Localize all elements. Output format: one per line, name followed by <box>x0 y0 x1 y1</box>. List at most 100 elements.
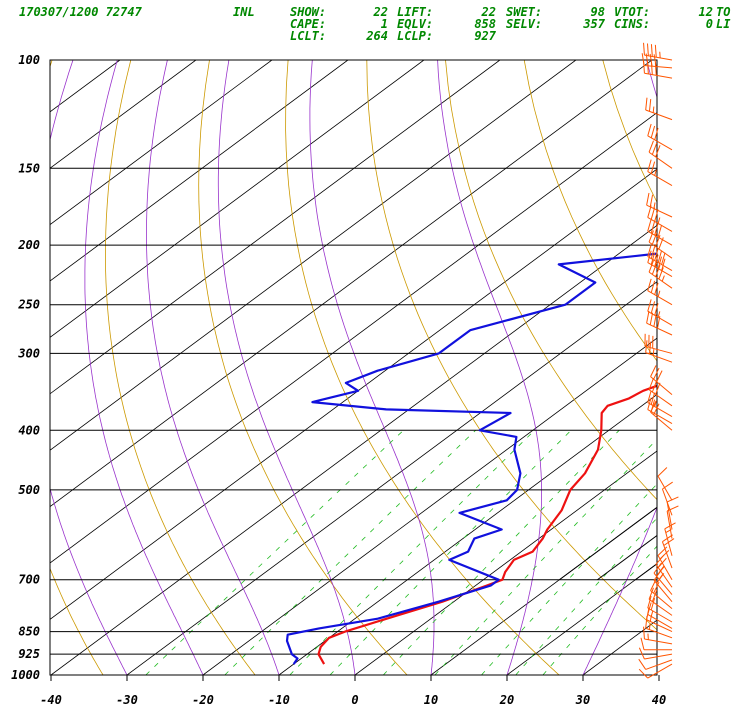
wind-barb-flag <box>638 647 645 660</box>
moist-adiabat-line <box>437 60 542 675</box>
wind-barb-flag <box>648 230 654 243</box>
pressure-tick-label: 300 <box>17 346 40 360</box>
wind-barb-half-flag <box>665 529 672 534</box>
wind-barb-shaft <box>647 135 673 151</box>
wind-barb-flag <box>653 562 662 574</box>
dry-adiabat-line <box>366 60 657 631</box>
isotherm-line <box>354 450 657 675</box>
lclt-value: 264 <box>366 29 388 43</box>
wind-barb-flag <box>643 42 645 56</box>
pressure-tick-label: 500 <box>18 483 40 497</box>
wind-barb-shaft <box>650 411 673 431</box>
wind-barb-half-flag <box>654 169 657 176</box>
wind-barb-shaft <box>644 653 673 660</box>
wind-barb-flag <box>657 250 663 263</box>
wind-barb-shaft <box>647 217 673 232</box>
wind-barb <box>638 663 673 679</box>
lclt-label: LCLT: <box>290 29 327 43</box>
sounding-header: 170307/1200 72747 INL SHOW: 22 LIFT: 22 … <box>0 0 734 48</box>
wind-barb-flag <box>648 587 654 600</box>
cape-value: 1 <box>380 17 388 31</box>
isotherm-line <box>50 60 273 226</box>
wind-barb <box>648 140 673 169</box>
wind-barb-flag <box>655 554 665 565</box>
wind-barb-shaft <box>646 619 673 633</box>
wind-barb-flag <box>666 496 679 503</box>
wind-barb-flag <box>661 258 666 271</box>
wind-barb-shaft <box>653 579 673 603</box>
wind-barb-flag <box>648 341 652 355</box>
wind-barb-flag <box>655 265 661 277</box>
pressure-tick-label: 250 <box>17 298 40 312</box>
wind-barb <box>653 569 673 603</box>
lfct-label: LI <box>716 17 731 31</box>
wind-barb-shaft <box>647 409 673 424</box>
dewpoint-profile-line <box>285 252 657 665</box>
temperature-tick-label: 30 <box>575 693 590 707</box>
pressure-tick-label: 150 <box>18 161 40 175</box>
wind-barb-flag <box>655 382 661 395</box>
wind-barb <box>646 192 673 218</box>
wind-barb <box>647 595 673 623</box>
pressure-tick-label: 1000 <box>11 668 40 682</box>
vtot-index-label: VTOT: <box>614 5 651 19</box>
wind-barb-flag <box>658 237 664 250</box>
isotherm-line <box>50 60 501 395</box>
wind-barb-flag <box>647 219 652 232</box>
wind-barb-shaft <box>645 109 673 121</box>
wind-barb <box>647 219 673 246</box>
sounding-profiles <box>285 252 657 665</box>
moist-adiabat-line <box>146 60 280 675</box>
mixing-ratio-line <box>515 517 657 675</box>
wind-barb-shaft <box>650 590 673 610</box>
temperature-tick-label: 20 <box>499 693 514 707</box>
wind-barb <box>643 626 673 645</box>
wind-barb <box>638 647 673 660</box>
wind-barb <box>644 333 673 354</box>
wind-barb-half-flag <box>657 290 661 297</box>
isotherm-line <box>126 281 657 675</box>
wind-barb-flag <box>650 125 656 139</box>
wind-barb-flag <box>650 221 656 234</box>
wind-barb-shaft <box>666 510 673 539</box>
wind-barb-flag <box>650 207 656 220</box>
wind-barb-flag <box>651 232 658 245</box>
temperature-tick-label: 10 <box>424 693 438 707</box>
mixing-ratio-line <box>289 430 535 675</box>
wind-barb-shaft <box>647 663 673 679</box>
show-index-value: 22 <box>373 5 388 19</box>
wind-barb-flag <box>651 380 658 393</box>
wind-barb-flag <box>649 194 654 207</box>
wind-barb-flag <box>650 400 657 413</box>
wind-barb-shaft <box>648 241 673 259</box>
wind-barb-shaft <box>647 613 673 629</box>
wind-barb-flag <box>655 145 661 158</box>
pressure-tick-label: 700 <box>18 573 40 587</box>
wind-barb-flag <box>656 370 663 382</box>
wind-barb <box>648 587 673 616</box>
wind-barb-flag <box>650 301 656 314</box>
plot-frame <box>49 59 658 676</box>
wind-barb-shaft <box>647 230 673 246</box>
wind-barb-shaft <box>645 659 673 670</box>
wind-barb-flag <box>647 278 652 291</box>
eqlv-label: EQLV: <box>397 17 434 31</box>
wind-barb-shaft <box>647 607 673 623</box>
cins-label: CINS: <box>614 17 651 31</box>
wind-barb <box>650 365 673 395</box>
wind-barb <box>657 467 673 501</box>
wind-barb-flag <box>638 668 649 679</box>
mixing-ratio-line <box>481 483 657 675</box>
mixing-ratio-line <box>383 430 620 675</box>
pressure-tick-label: 400 <box>18 423 40 437</box>
eqlv-value: 858 <box>474 17 496 31</box>
wind-barb-shaft <box>648 598 673 616</box>
wind-barb-flag <box>656 573 665 584</box>
mixing-ratio-line <box>542 545 657 675</box>
wind-barb-flag <box>664 522 676 530</box>
wind-barb-flag <box>646 192 650 206</box>
isobar-lines <box>50 59 657 676</box>
wind-barb-flag <box>650 597 656 611</box>
wind-barb-flag <box>643 626 645 640</box>
